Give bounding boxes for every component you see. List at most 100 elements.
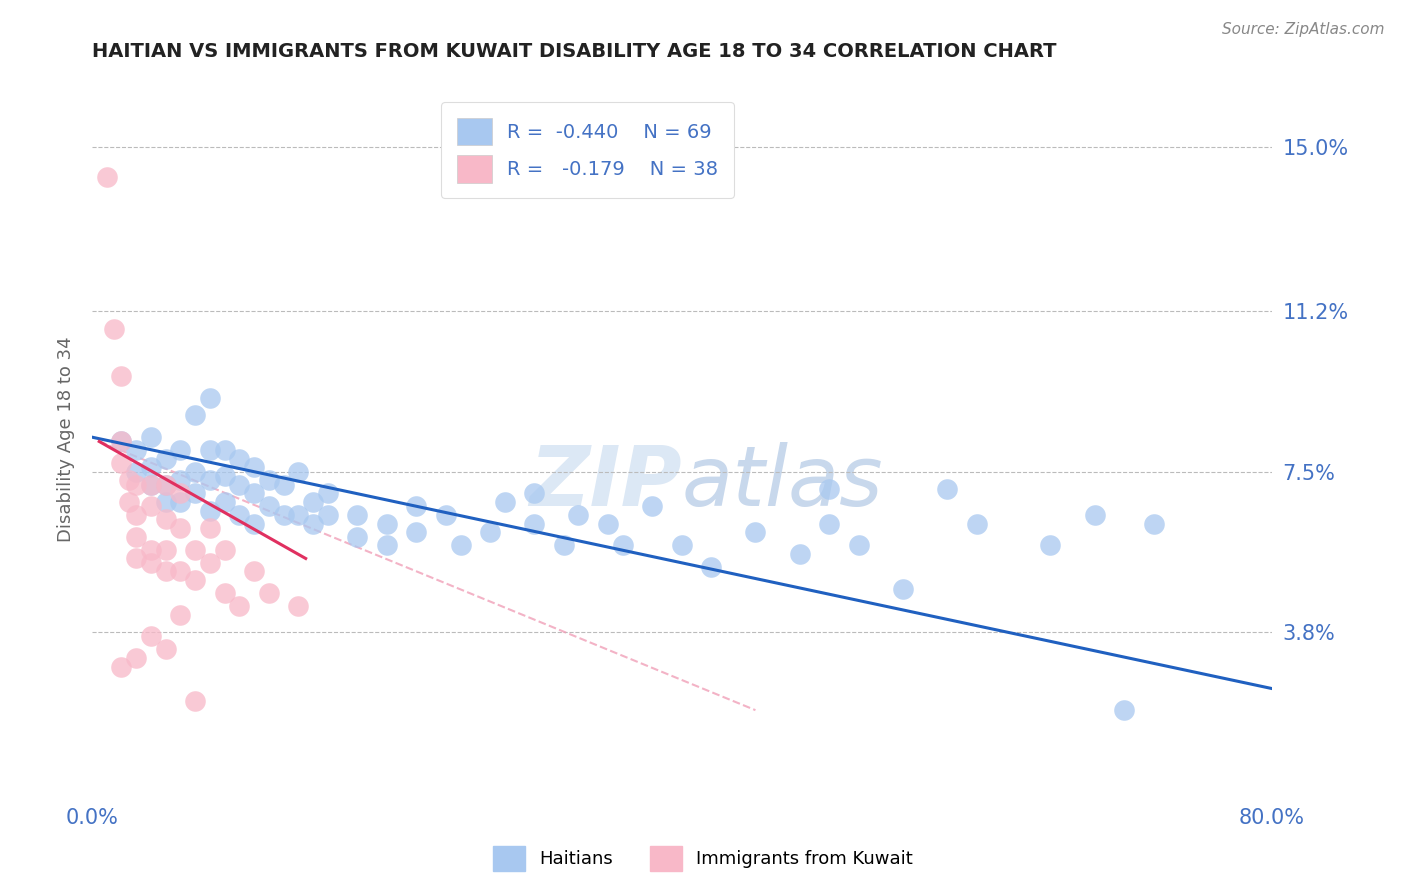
Point [346,508,368,523]
Point [243,516,266,531]
Point [155,565,177,579]
Point [125,508,148,523]
Point [257,500,280,514]
Point [169,521,191,535]
Point [375,516,398,531]
Point [139,500,162,514]
Point [789,547,811,561]
Point [110,434,132,449]
Point [139,630,162,644]
Point [125,477,148,491]
Point [118,474,141,488]
Point [155,642,177,657]
Point [1114,703,1136,717]
Point [155,495,177,509]
Point [375,539,398,553]
Point [198,474,221,488]
Point [891,582,914,596]
Point [671,539,693,553]
Point [479,525,502,540]
Point [110,456,132,470]
Point [139,477,162,491]
Point [169,486,191,500]
Point [198,556,221,570]
Point [110,369,132,384]
Point [1142,516,1164,531]
Point [316,486,339,500]
Point [612,539,634,553]
Point [744,525,766,540]
Point [214,542,236,557]
Point [169,565,191,579]
Point [214,469,236,483]
Point [139,460,162,475]
Point [523,486,546,500]
Point [450,539,472,553]
Point [287,599,309,614]
Point [198,443,221,458]
Point [287,508,309,523]
Point [169,495,191,509]
Point [184,573,207,587]
Point [818,482,841,496]
Point [198,391,221,405]
Point [523,516,546,531]
Point [96,170,118,185]
Point [405,500,427,514]
Point [243,565,266,579]
Legend: R =  -0.440    N = 69, R =   -0.179    N = 38: R = -0.440 N = 69, R = -0.179 N = 38 [441,103,734,198]
Point [184,694,207,708]
Point [125,465,148,479]
Point [198,521,221,535]
Point [228,599,250,614]
Point [1084,508,1107,523]
Point [273,508,295,523]
Point [287,465,309,479]
Point [125,551,148,566]
Point [553,539,575,553]
Y-axis label: Disability Age 18 to 34: Disability Age 18 to 34 [58,336,75,542]
Point [214,586,236,600]
Point [155,512,177,526]
Point [125,530,148,544]
Point [1039,539,1062,553]
Point [184,465,207,479]
Point [936,482,959,496]
Point [243,460,266,475]
Legend: Haitians, Immigrants from Kuwait: Haitians, Immigrants from Kuwait [485,838,921,879]
Point [139,542,162,557]
Point [257,474,280,488]
Point [567,508,589,523]
Point [494,495,516,509]
Text: atlas: atlas [682,442,883,523]
Point [848,539,870,553]
Point [169,474,191,488]
Text: Source: ZipAtlas.com: Source: ZipAtlas.com [1222,22,1385,37]
Point [316,508,339,523]
Point [118,495,141,509]
Point [139,556,162,570]
Point [110,660,132,674]
Point [228,508,250,523]
Point [155,477,177,491]
Point [169,443,191,458]
Point [155,451,177,466]
Point [302,516,325,531]
Point [214,443,236,458]
Point [184,542,207,557]
Text: ZIP: ZIP [529,442,682,523]
Point [966,516,988,531]
Point [125,651,148,665]
Point [243,486,266,500]
Point [169,607,191,622]
Point [818,516,841,531]
Point [346,530,368,544]
Text: HAITIAN VS IMMIGRANTS FROM KUWAIT DISABILITY AGE 18 TO 34 CORRELATION CHART: HAITIAN VS IMMIGRANTS FROM KUWAIT DISABI… [91,42,1056,61]
Point [228,477,250,491]
Point [228,451,250,466]
Point [139,430,162,444]
Point [641,500,664,514]
Point [214,495,236,509]
Point [184,409,207,423]
Point [198,504,221,518]
